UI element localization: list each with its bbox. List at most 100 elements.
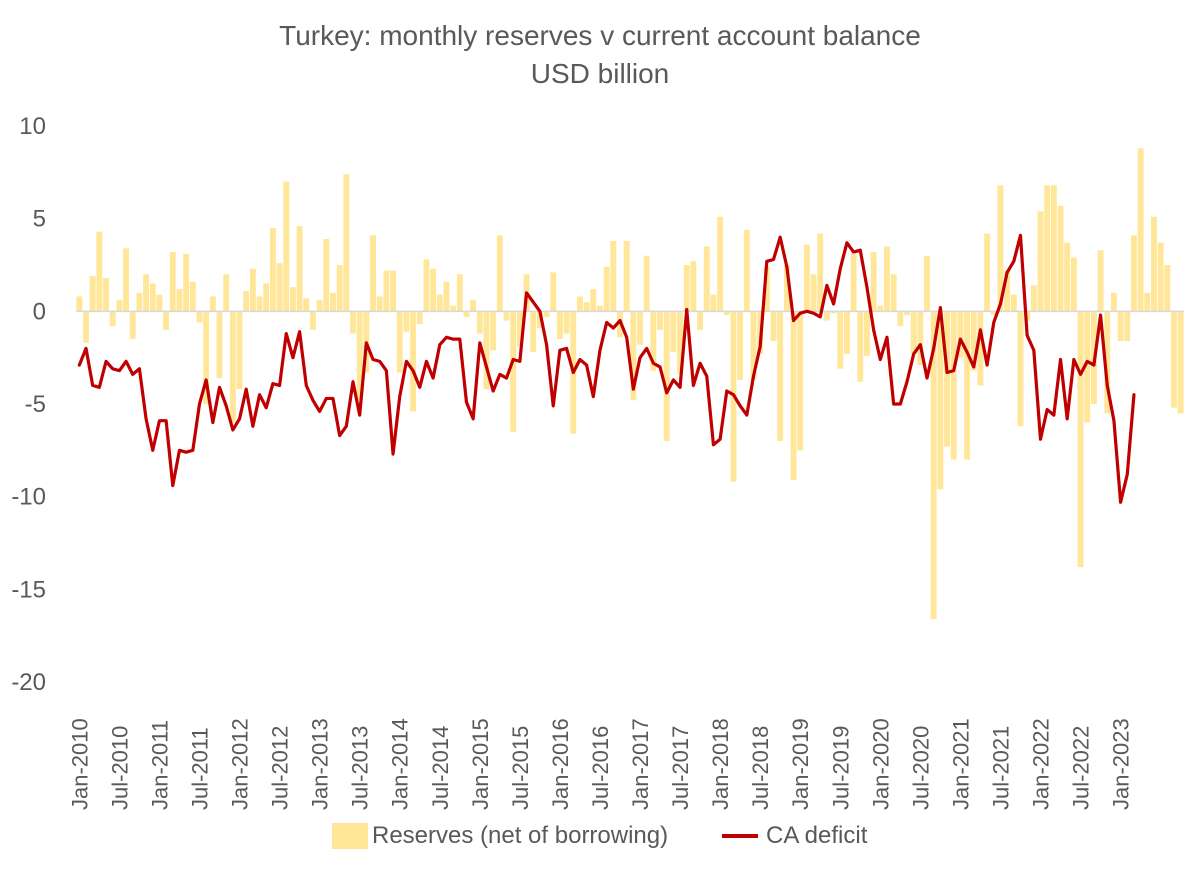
bar-reserves [843,311,850,354]
bar-reserves [283,181,290,312]
bar-reserves [910,311,917,354]
bar-reserves [423,259,430,312]
bar-reserves [917,311,924,366]
bar-reserves [483,311,490,390]
bar-reserves [837,311,844,369]
bar-reserves [96,231,103,312]
bar-reserves [303,298,310,312]
x-tick-label: Jan-2022 [1028,718,1053,810]
bar-reserves [783,265,790,312]
bar-reserves [850,253,857,312]
x-tick-label: Jul-2022 [1069,726,1094,810]
bar-reserves [623,240,630,312]
bar-reserves [950,311,957,460]
bar-reserves [1010,294,1017,312]
bar-reserves [256,296,263,312]
bar-reserves [1050,185,1057,312]
x-tick-label: Jul-2011 [187,727,212,810]
line-ca-deficit [77,233,1136,504]
bar-reserves [810,274,817,312]
bar-reserves [403,311,410,332]
bar-reserves [229,311,236,423]
chart-title: Turkey: monthly reserves v current accou… [279,20,921,51]
bar-reserves [183,253,190,312]
bar-reserves [970,311,977,371]
bar-reserves [643,255,650,312]
bar-reserves [957,311,964,358]
bar-reserves [129,311,136,340]
bar-reserves [790,311,797,480]
x-tick-label: Jan-2016 [548,718,573,810]
bar-reserves [777,311,784,442]
bar-reserves [817,233,824,312]
bar-reserves [884,246,890,312]
bar-reserves [103,277,109,312]
bar-reserves [450,305,457,312]
x-tick-label: Jan-2010 [67,718,92,810]
bar-reserves [930,311,937,619]
x-tick-label: Jan-2012 [228,718,253,810]
bar-reserves [436,294,443,312]
x-tick-label: Jan-2023 [1109,718,1134,810]
bar-reserves [536,311,543,329]
bar-reserves [924,255,930,312]
bar-reserves [156,294,163,312]
bar-reserves [663,311,670,442]
bar-reserves [1104,311,1111,414]
bar-reserves [1004,270,1011,312]
bar-reserves [763,266,770,312]
bar-reserves [316,300,323,312]
bar-reserves [770,311,777,341]
bar-reserves [870,252,877,312]
bar-reserves [990,311,997,316]
bar-reserves [510,311,517,432]
bar-reserves [343,174,350,312]
bar-reserves [296,226,303,312]
x-tick-label: Jan-2021 [948,718,973,810]
bar-reserves [1177,311,1184,414]
bar-reserves [610,240,617,312]
bar-reserves [984,233,991,312]
bar-reserves [116,300,123,312]
bar-reserves [1084,311,1091,423]
x-tick-label: Jul-2017 [668,726,693,810]
bar-reserves [556,311,563,340]
bar-reserves [583,302,590,312]
x-tick-label: Jul-2020 [908,726,933,810]
x-tick-label: Jul-2014 [428,726,453,810]
bar-reserves [516,311,523,347]
bar-reserves [356,311,363,401]
x-tick-label: Jan-2020 [868,718,893,810]
bar-reserves [1157,242,1164,312]
x-tick-label: Jan-2017 [628,718,653,810]
x-tick-label: Jan-2018 [708,718,733,810]
bar-reserves [977,311,984,386]
bar-reserves [330,292,336,312]
bar-reserves [670,311,677,353]
bar-reserves [243,290,250,312]
bar-reserves [857,311,864,382]
y-tick-label: -10 [11,484,46,511]
x-tick-label: Jul-2012 [268,726,293,810]
bar-reserves [1151,216,1157,312]
legend-item-reserves: Reserves (net of borrowing) [332,822,668,850]
bar-reserves [723,311,730,316]
bar-reserves [1124,311,1131,341]
bar-reserves [203,311,210,404]
legend-label-reserves: Reserves (net of borrowing) [372,822,669,849]
bar-reserves [490,311,497,351]
x-tick-label: Jul-2015 [508,726,533,810]
bar-reserves [1044,185,1051,312]
bar-reserves [1077,311,1084,568]
bar-reserves [577,296,583,312]
bar-reserves [1164,265,1171,312]
legend-label-ca-deficit: CA deficit [766,822,868,849]
bar-reserves [743,229,750,312]
bar-reserves [236,311,243,390]
legend-item-ca-deficit: CA deficit [722,822,867,850]
bar-reserves [496,235,503,312]
bar-reserves [737,311,744,380]
bar-reserves [630,311,637,401]
bar-reserves [597,305,603,312]
y-tick-label: -20 [11,669,46,696]
